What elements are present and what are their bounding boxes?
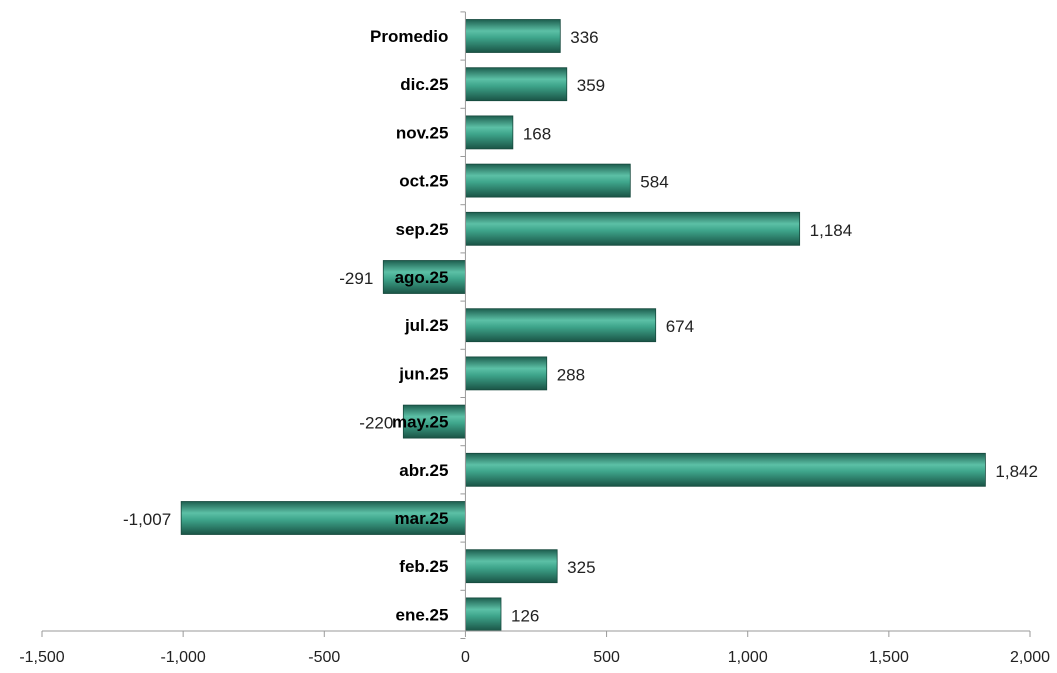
category-label: may.25 xyxy=(392,413,448,432)
bar xyxy=(465,597,502,632)
value-label: 1,842 xyxy=(995,462,1038,481)
category-label: mar.25 xyxy=(395,509,449,528)
bar xyxy=(465,356,548,391)
value-label: -220 xyxy=(359,414,393,433)
bar xyxy=(465,308,657,343)
x-tick-label: 1,500 xyxy=(869,649,909,666)
bar xyxy=(402,404,466,439)
bar xyxy=(465,211,801,246)
category-label: feb.25 xyxy=(399,557,448,576)
bar xyxy=(465,549,558,584)
value-label: 325 xyxy=(567,558,595,577)
bar xyxy=(465,452,986,487)
bar xyxy=(465,67,568,102)
category-label: nov.25 xyxy=(396,123,449,142)
value-label: 1,184 xyxy=(810,221,853,240)
category-label: dic.25 xyxy=(400,75,448,94)
x-tick-label: 0 xyxy=(461,649,470,666)
category-label: abr.25 xyxy=(399,461,448,480)
category-label: jul.25 xyxy=(404,316,448,335)
value-label: 359 xyxy=(577,76,605,95)
value-label: 584 xyxy=(640,173,668,192)
category-label: ene.25 xyxy=(395,605,448,624)
bars-group xyxy=(180,19,986,632)
category-label: sep.25 xyxy=(395,220,448,239)
bar xyxy=(465,19,561,53)
axes-group: -1,500 -1,000 -500 0 500 1,000 1,500 2,000 xyxy=(19,11,1050,666)
value-label: 336 xyxy=(570,28,598,47)
category-label: oct.25 xyxy=(399,172,448,191)
value-label: 168 xyxy=(523,124,551,143)
value-label: 126 xyxy=(511,606,539,625)
value-label: -1,007 xyxy=(123,510,171,529)
labels-group: Promedio 336 dic.25 359 nov.25 168 oct.25 584 se… xyxy=(123,27,1038,625)
category-label: Promedio xyxy=(370,27,448,46)
bar xyxy=(382,260,466,294)
x-tick-label: -1,000 xyxy=(160,649,205,666)
category-label: ago.25 xyxy=(395,268,449,287)
bar xyxy=(465,115,514,150)
value-label: -291 xyxy=(339,269,373,288)
x-tick-label: 2,000 xyxy=(1010,649,1050,666)
x-tick-label: 1,000 xyxy=(728,649,768,666)
value-label: 674 xyxy=(666,317,694,336)
bar xyxy=(180,501,466,535)
x-tick-label: -500 xyxy=(308,649,340,666)
x-tick-label: -1,500 xyxy=(19,649,64,666)
bar xyxy=(465,163,631,198)
x-tick-label: 500 xyxy=(593,649,620,666)
value-label: 288 xyxy=(557,365,585,384)
category-label: jun.25 xyxy=(398,364,448,383)
